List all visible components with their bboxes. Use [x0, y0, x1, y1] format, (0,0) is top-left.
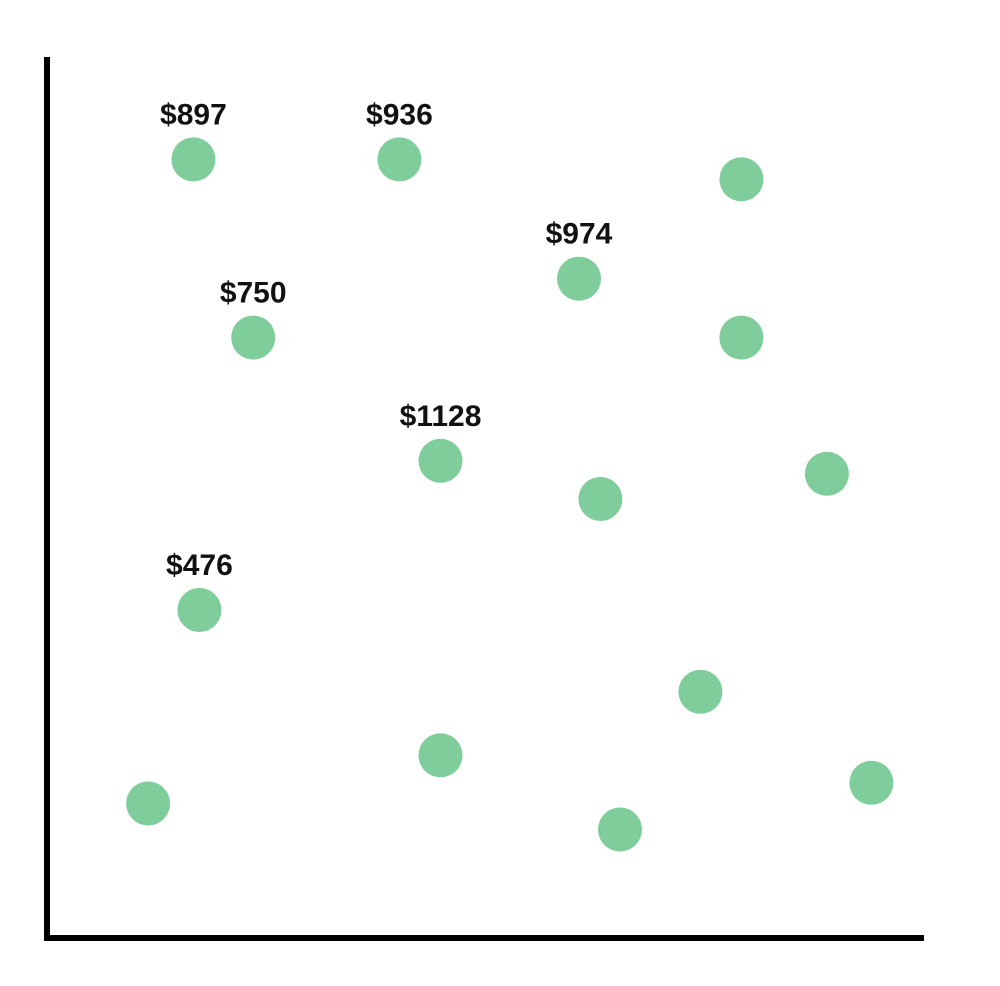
- scatter-point: [177, 588, 222, 632]
- data-labels-layer: $897 $936 $974 $750 $1128 $476: [160, 98, 613, 582]
- scatter-point: [126, 781, 171, 826]
- marks-layer: [126, 137, 894, 852]
- point-value-label: $897: [160, 98, 227, 131]
- scatter-point: [598, 807, 642, 852]
- scatter-point: [557, 256, 601, 301]
- scatter-point: [578, 477, 623, 521]
- scatter-point: [678, 669, 723, 714]
- scatter-point: [418, 438, 463, 483]
- scatter-point: [719, 157, 764, 202]
- point-value-label: $476: [166, 549, 233, 582]
- point-value-label: $1128: [400, 400, 482, 433]
- point-value-label: $974: [546, 218, 613, 251]
- scatter-point: [719, 315, 764, 360]
- scatter-point: [804, 451, 849, 496]
- scatter-point: [377, 137, 422, 182]
- point-value-label: $936: [366, 98, 433, 131]
- scatter-point: [171, 137, 216, 182]
- scatter-point: [849, 760, 894, 805]
- point-value-label: $750: [220, 277, 287, 310]
- scatter-point: [231, 315, 276, 360]
- scatter-point: [418, 733, 463, 778]
